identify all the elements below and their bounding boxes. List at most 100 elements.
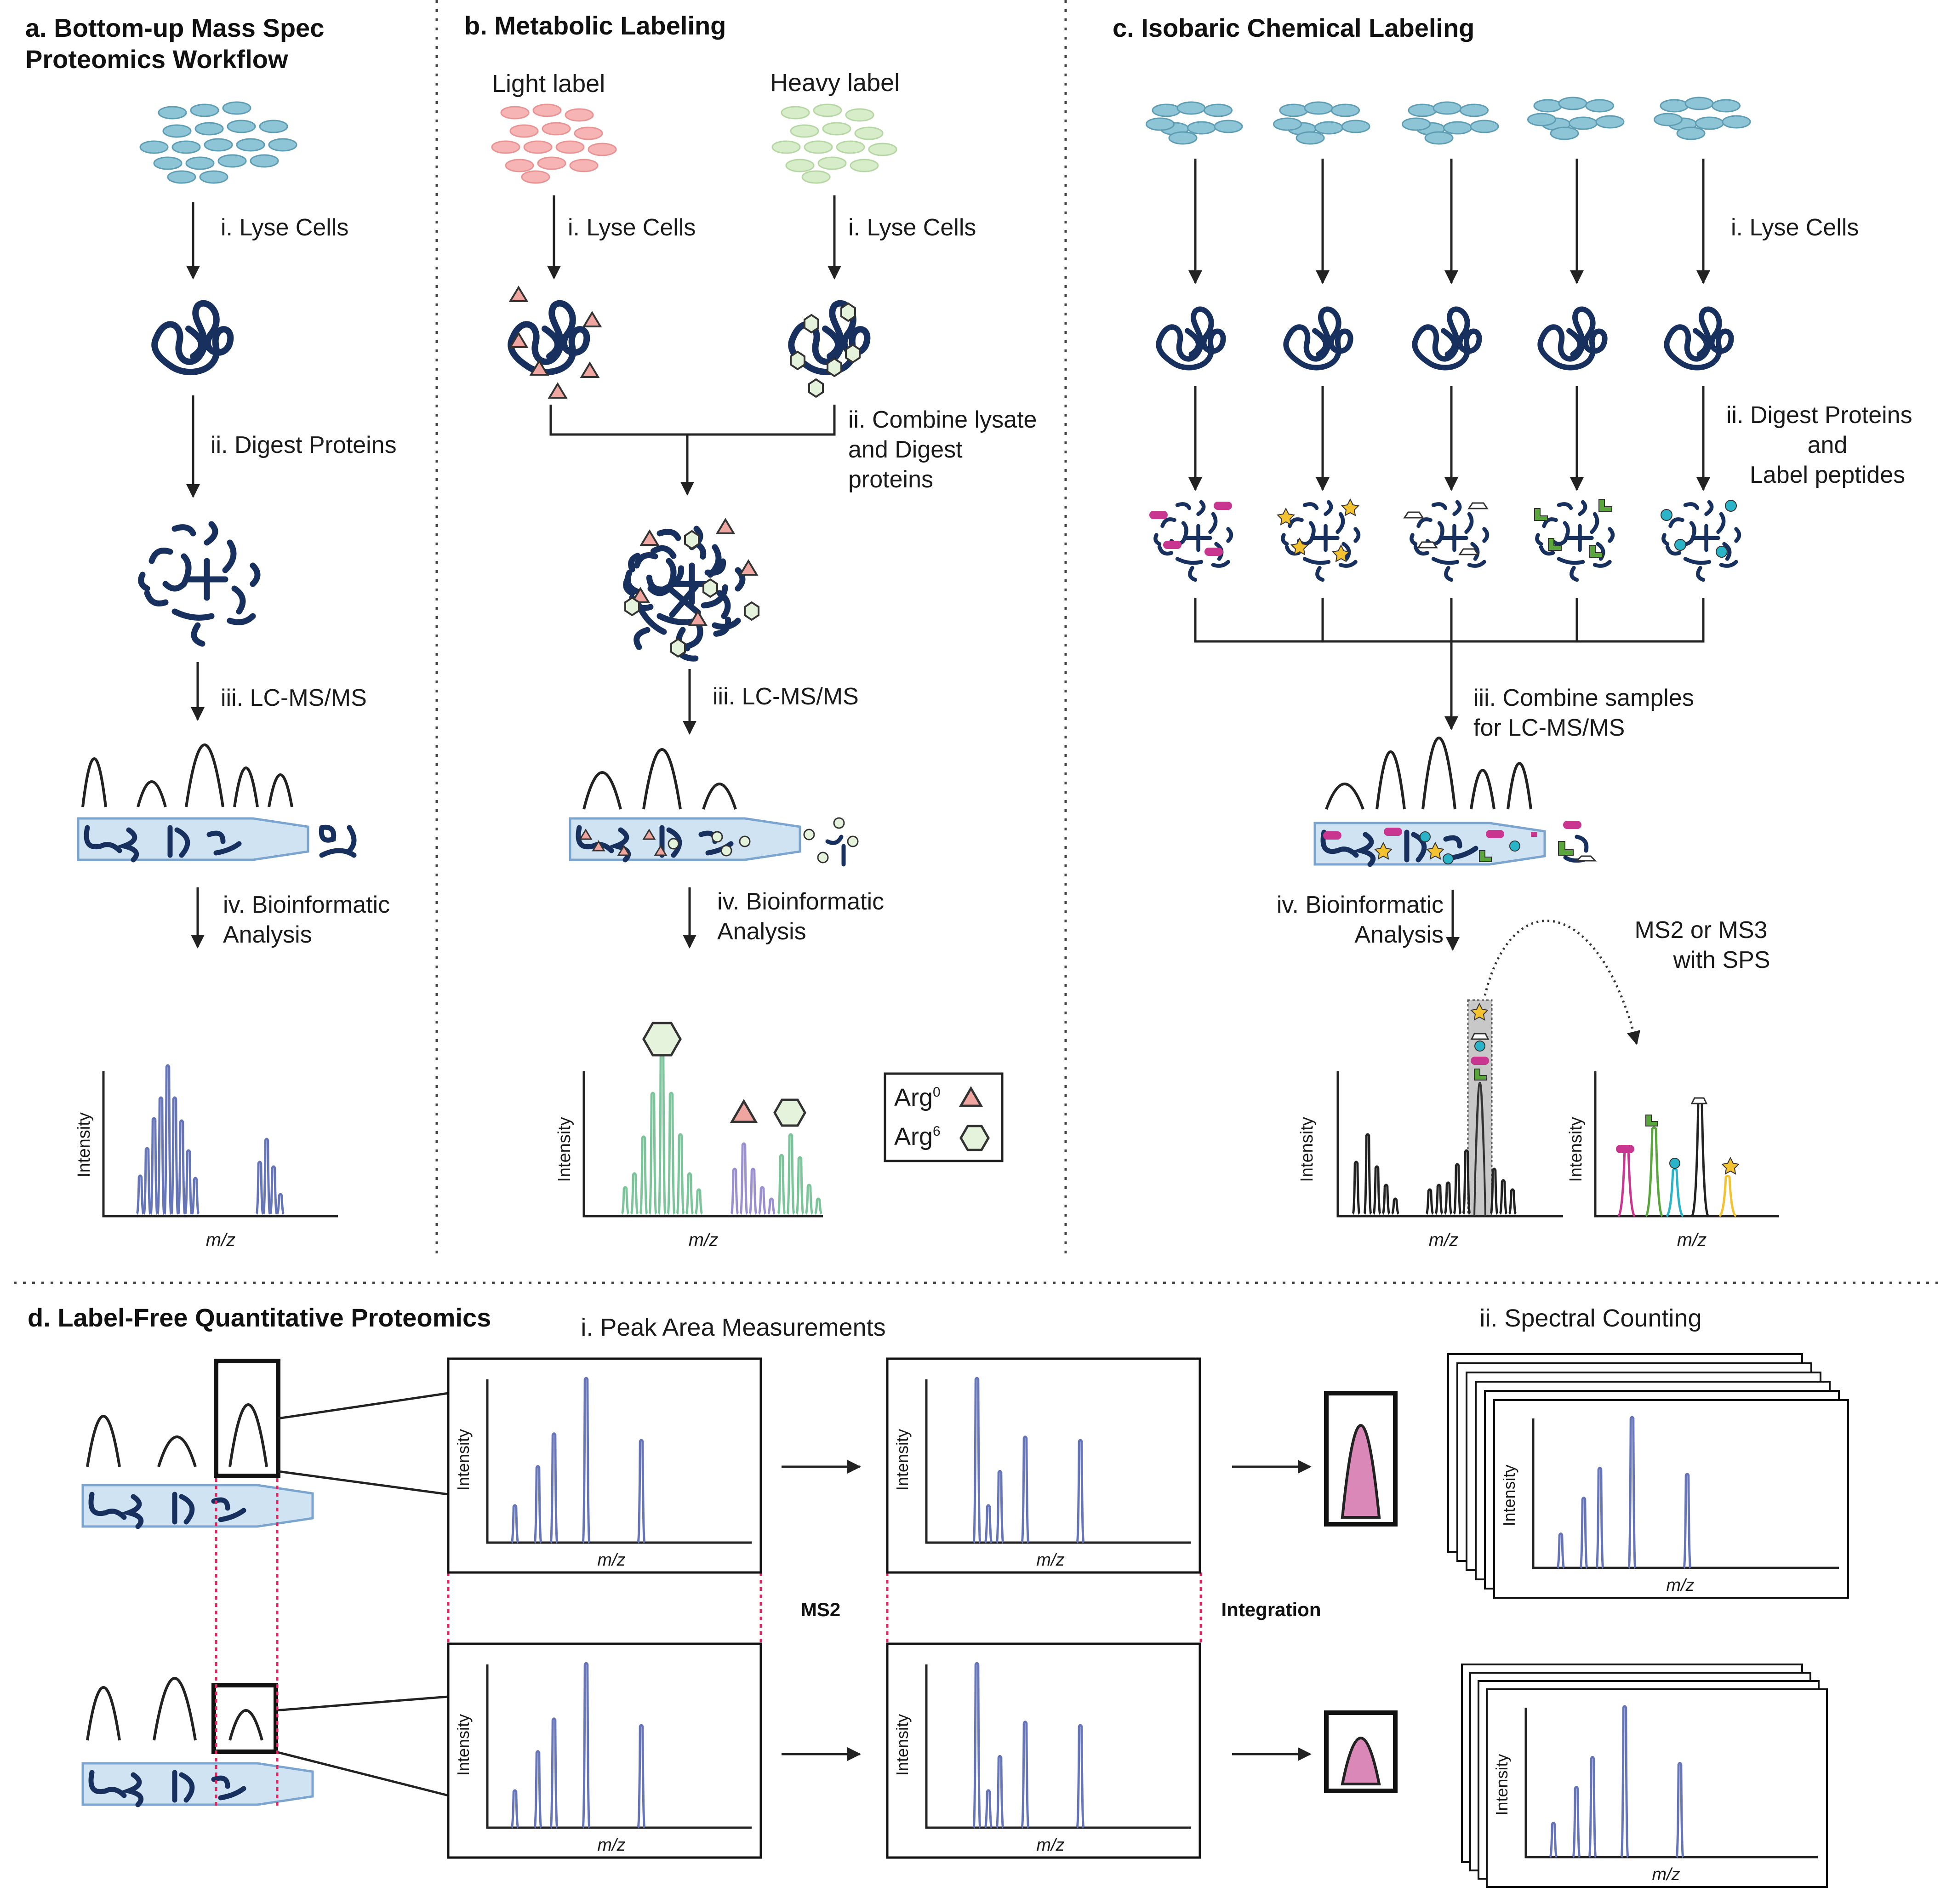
- peak-mark: [1391, 1197, 1399, 1215]
- channel-2: [1273, 101, 1370, 580]
- peak-mark: [510, 1789, 519, 1829]
- ms2-spectrum-box: Intensity m/z: [886, 1357, 1201, 1574]
- ylabel-intensity-b: Intensity: [555, 1117, 574, 1182]
- peak-mark: [1499, 1179, 1508, 1215]
- peak-mark: [1425, 1188, 1434, 1215]
- ylabel-intensity: Intensity: [74, 1112, 94, 1178]
- panel-d: d. Label-Free Quantitative Proteomics i.…: [28, 1303, 1849, 1888]
- peak-mark: [1381, 1184, 1391, 1215]
- spectral-counting-title: ii. Spectral Counting: [1479, 1304, 1701, 1332]
- spectral-counting-stacks: Intensity m/z Intensity m/z: [1447, 1353, 1849, 1888]
- peak-mark: [136, 1174, 145, 1215]
- heavy-cells: [771, 103, 897, 184]
- peak-mark: [163, 1064, 172, 1215]
- panel-d-title: d. Label-Free Quantitative Proteomics: [28, 1303, 491, 1332]
- spectrum-a: Intensity m/z: [74, 1064, 338, 1250]
- xlabel-mz-d: m/z: [1036, 1550, 1064, 1570]
- xlabel-mz-b: m/z: [689, 1230, 718, 1250]
- peak-mark: [582, 1377, 591, 1544]
- combine-bracket-c: [1194, 598, 1705, 643]
- peak-mark: [972, 1377, 982, 1544]
- peak-mark: [1076, 1724, 1085, 1829]
- step-combine-line3: proteins: [848, 466, 933, 493]
- peak-mark: [667, 1092, 676, 1215]
- peak-mark: [648, 1092, 657, 1215]
- isobaric-channels: [1146, 97, 1751, 580]
- step-c-digest-line3: Label peptides: [1750, 462, 1905, 488]
- peak-mark: [170, 1096, 179, 1215]
- peak-mark: [1462, 1149, 1471, 1215]
- peak-mark: [149, 1117, 159, 1215]
- peak-mark: [777, 1154, 786, 1215]
- ylabel-intensity-c2: Intensity: [1566, 1117, 1586, 1182]
- step-c-digest-line2: and: [1808, 432, 1848, 458]
- selected-peak-box-upper: [214, 1359, 280, 1478]
- peak-mark: [657, 1041, 667, 1215]
- peak-mark: [639, 1135, 648, 1215]
- step-bioinf-b-line2: Analysis: [717, 918, 806, 945]
- peak-mark: [255, 1161, 264, 1215]
- ylabel-intensity-d: Intensity: [893, 1714, 912, 1776]
- eluting-peptides-icon: [319, 824, 357, 858]
- lc-upper: [83, 1359, 449, 1527]
- panel-a-title-line2: Proteomics Workflow: [25, 45, 288, 74]
- peak-mark: [1363, 1133, 1372, 1215]
- panel-c: c. Isobaric Chemical Labeling i. Lyse Ce…: [1113, 13, 1912, 1250]
- lc-column-b: [570, 818, 800, 860]
- lc-column: [78, 818, 308, 860]
- arg0-triangles: [508, 286, 602, 399]
- step-lyse-heavy-label: i. Lyse Cells: [848, 214, 976, 241]
- legend-arg0-label: Arg0: [894, 1084, 941, 1111]
- peak-mark: [582, 1662, 591, 1829]
- spectra-stack-lower: Intensity m/z: [1461, 1664, 1828, 1888]
- panel-c-title: c. Isobaric Chemical Labeling: [1113, 13, 1474, 42]
- combine-bracket: [549, 405, 836, 436]
- peak-mark: [685, 1172, 694, 1215]
- channel-5: [1654, 97, 1751, 580]
- peak-mark: [637, 1724, 646, 1829]
- xlabel-mz-d: m/z: [1036, 1835, 1064, 1855]
- peak-mark: [1352, 1161, 1361, 1215]
- lc-column-upper: [83, 1485, 313, 1527]
- panel-a: a. Bottom-up Mass Spec Proteomics Workfl…: [25, 13, 397, 1250]
- peptide-fragments-icon: [141, 524, 257, 644]
- peak-area-title: i. Peak Area Measurements: [581, 1314, 885, 1341]
- protein-icon: [154, 303, 230, 372]
- spectrum-c-ms1: Intensity m/z: [1297, 999, 1563, 1250]
- peak-mark: [1588, 1756, 1597, 1858]
- ms-note-line2: with SPS: [1673, 947, 1770, 973]
- peak-mark: [972, 1662, 982, 1829]
- peak-mark: [156, 1096, 166, 1215]
- peak-mark: [177, 1119, 186, 1215]
- step-digest-label: ii. Digest Proteins: [211, 432, 397, 458]
- step-bioinf-line1: iv. Bioinformatic: [223, 892, 390, 918]
- cell-cluster: [139, 101, 297, 184]
- peak-mark: [549, 1717, 559, 1829]
- ms-note-line1: MS2 or MS3: [1635, 917, 1768, 943]
- ms2-spectra: Intensitym/zIntensitym/zIntensitym/zInte…: [447, 1357, 1201, 1859]
- peak-mark: [1372, 1165, 1381, 1215]
- step-c-digest-line1: ii. Digest Proteins: [1726, 402, 1912, 429]
- legend-arg6-label: Arg6: [894, 1123, 941, 1150]
- ylabel-intensity-stack: Intensity: [1492, 1754, 1511, 1815]
- peak-mark: [767, 1197, 776, 1215]
- peak-mark: [1508, 1188, 1517, 1215]
- peak-mark: [739, 1142, 748, 1215]
- step-c-combine-line1: iii. Combine samples: [1473, 685, 1694, 711]
- selected-peak-box-lower: [211, 1683, 278, 1754]
- xlabel-mz-d: m/z: [597, 1550, 625, 1570]
- xlabel-mz-stack: m/z: [1666, 1576, 1694, 1595]
- heavy-label: Heavy label: [770, 69, 900, 97]
- peak-mark: [533, 1465, 542, 1544]
- step-combine-line2: and Digest: [848, 436, 963, 463]
- peak-mark: [730, 1167, 739, 1215]
- peak-mark: [814, 1197, 822, 1215]
- step-lyse-label: i. Lyse Cells: [221, 214, 348, 241]
- peak-mark: [143, 1147, 152, 1215]
- peak-mark: [758, 1186, 767, 1215]
- peak-mark: [276, 1193, 285, 1215]
- xlabel-mz-c1: m/z: [1429, 1230, 1458, 1250]
- legend-hexagon-icon: [959, 1125, 990, 1151]
- peak-mark: [262, 1138, 271, 1215]
